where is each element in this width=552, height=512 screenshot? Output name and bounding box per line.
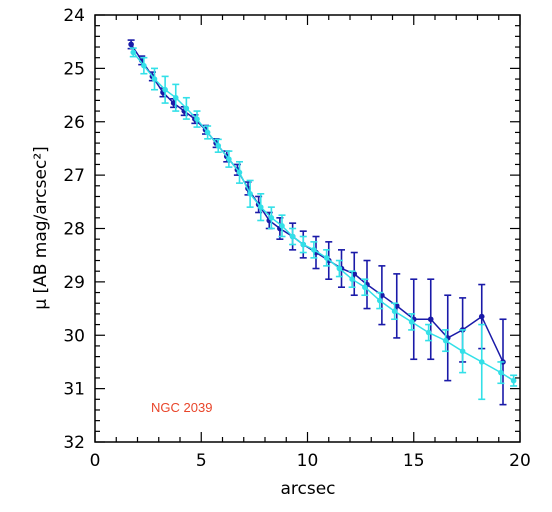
galaxy-name-annotation: NGC 2039: [151, 400, 212, 415]
data-point: [459, 348, 466, 355]
x-axis-label: arcsec: [280, 479, 335, 499]
data-point: [215, 142, 222, 149]
data-point: [478, 313, 485, 320]
data-point: [427, 316, 434, 323]
plot-frame: [94, 14, 521, 443]
data-series: [127, 39, 518, 406]
data-point: [128, 41, 134, 48]
data-point: [130, 49, 137, 56]
data-point: [362, 284, 368, 291]
data-point: [141, 62, 147, 69]
y-tick-label: 28: [63, 220, 85, 240]
data-point: [204, 129, 211, 136]
axes: 0 5 10 15 20 24 25 26 27 28 29 30 31 32: [63, 6, 530, 471]
data-point: [323, 255, 330, 261]
data-point: [289, 233, 296, 240]
x-tick-label: 10: [297, 451, 319, 471]
series-2: [129, 47, 518, 401]
data-point: [300, 241, 307, 248]
y-tick-label: 24: [63, 6, 85, 26]
data-point: [425, 329, 432, 336]
data-point: [349, 276, 355, 283]
y-axis-label: μ [AB mag/arcsec²]: [31, 146, 51, 310]
data-point: [236, 169, 243, 176]
x-tick-label: 5: [196, 451, 207, 471]
series-1: [127, 39, 507, 406]
y-tick-label: 26: [63, 113, 85, 133]
data-point: [257, 204, 264, 210]
data-point: [226, 156, 232, 162]
data-point: [478, 359, 485, 365]
y-tick-label: 30: [63, 326, 85, 346]
data-point: [247, 191, 253, 197]
data-point: [498, 369, 504, 376]
x-tick-label: 15: [403, 451, 425, 471]
y-tick-label: 29: [63, 273, 85, 293]
x-tick-label: 0: [90, 451, 101, 471]
data-point: [311, 247, 317, 253]
y-tick-label: 31: [63, 380, 85, 400]
y-tick-label: 25: [63, 59, 85, 79]
data-point: [279, 223, 285, 229]
data-point: [510, 377, 517, 384]
y-tick-label: 27: [63, 166, 85, 186]
data-point: [336, 265, 343, 272]
data-point: [172, 94, 179, 101]
data-point: [376, 297, 383, 304]
data-point: [194, 116, 200, 122]
data-point: [408, 319, 415, 325]
series-line: [132, 51, 514, 382]
data-point: [268, 215, 275, 221]
x-tick-label: 20: [509, 451, 531, 471]
data-point: [442, 337, 449, 344]
y-tick-label: 32: [63, 433, 85, 453]
data-point: [151, 76, 158, 82]
data-point: [162, 86, 168, 93]
data-point: [391, 308, 398, 315]
data-point: [183, 105, 190, 112]
